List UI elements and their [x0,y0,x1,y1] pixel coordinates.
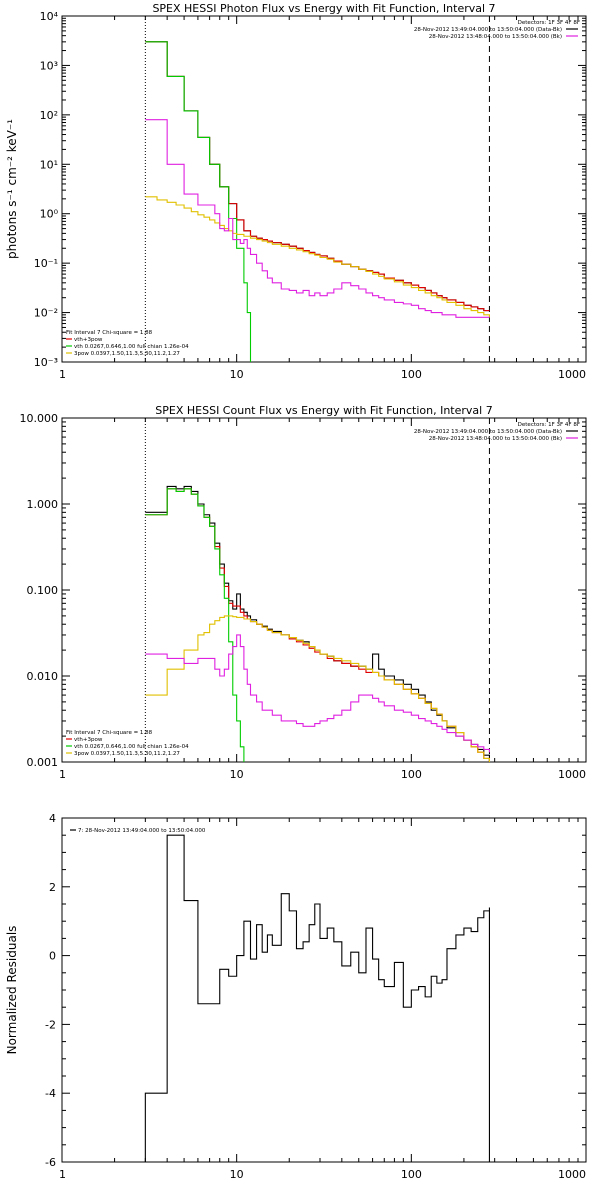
y-tick-label: 0.010 [27,670,59,683]
y-tick-label: 10⁻² [34,307,58,320]
legend-label: 28-Nov-2012 13:48:04.000 to 13:50:04.000… [429,436,562,442]
plot-frame [61,15,587,363]
legend-label: 3pow 0.0397,1.50,11.3,5.30,11.2,1.27 [74,351,180,357]
legend-label: 28-Nov-2012 13:49:04.000 to 13:50:04.000… [414,429,562,435]
series-line-bk [145,119,490,318]
series-line-residuals [144,834,490,1162]
x-tick-label: 1000 [558,1168,586,1181]
legend-label: 3pow 0.0397,1.50,11.3,5.30,11.2,1.27 [74,751,180,757]
x-tick-label: 100 [401,768,422,781]
photon-flux-chart: SPEX HESSI Photon Flux vs Energy with Fi… [5,2,587,381]
y-tick-label: 10⁻³ [34,356,58,369]
y-tick-label: 10² [40,109,58,122]
series-line-3pow [145,196,490,318]
legend-label: vth+3pow [74,337,103,343]
y-tick-label: 0.001 [27,756,59,769]
y-tick-label: 1.000 [27,498,59,511]
legend-header: Fit Interval 7 Chi-square = 1.88 [66,730,153,736]
legend-label: vth 0.0267,0.646,1.00 full chian 1.26e-0… [74,744,189,750]
series-line-vth-3pow [145,41,490,312]
y-axis-label: photons s⁻¹ cm⁻² keV⁻¹ [5,119,19,259]
plot-frame [61,817,587,1163]
y-tick-label: 10³ [40,59,58,72]
y-tick-label: 4 [49,812,56,825]
y-tick-label: 2 [49,881,56,894]
legend-header: Detectors: 1F 3F 4F 8F [518,422,580,428]
y-tick-label: 0 [49,950,56,963]
x-tick-label: 1 [59,768,66,781]
y-tick-label: 10⁻¹ [34,257,58,270]
x-tick-label: 10 [230,768,244,781]
series-line-data-bk [145,41,490,312]
x-tick-label: 1 [59,1168,66,1181]
legend-label: 28-Nov-2012 13:48:04.000 to 13:50:04.000… [429,34,562,40]
residuals-chart: Normalized Residuals 1 10 100 1000 -6 -4 -2 0 2 4 7… [5,812,587,1181]
x-tick-label: 10 [230,1168,244,1181]
legend-label: 28-Nov-2012 13:49:04.000 to 13:50:04.000… [414,27,562,33]
chart-title: SPEX HESSI Count Flux vs Energy with Fit… [155,404,492,417]
legend-header: Detectors: 1F 3F 4F 8F [518,20,580,26]
legend-header: Fit Interval 7 Chi-square = 1.88 [66,330,153,336]
y-tick-label: 10¹ [40,158,58,171]
chart-title: SPEX HESSI Photon Flux vs Energy with Fi… [152,2,495,15]
series-line-vth-3pow [145,488,490,762]
x-tick-label: 1 [59,368,66,381]
y-tick-label: -6 [45,1156,56,1169]
series-line-bk [145,634,490,753]
y-tick-label: 0.100 [27,584,59,597]
x-tick-label: 100 [401,1168,422,1181]
y-tick-label: 10.000 [20,412,59,425]
series-line-vth [145,41,252,362]
series-line-vth [145,488,245,762]
y-axis-label: Normalized Residuals [5,926,19,1055]
legend-label: vth 0.0267,0.646,1.00 full chian 1.26e-0… [74,344,189,350]
y-tick-label: -2 [45,1018,56,1031]
x-tick-label: 1000 [558,368,586,381]
legend-label: vth+3pow [74,737,103,743]
series-line-data-bk [145,485,490,762]
x-tick-label: 1000 [558,768,586,781]
x-tick-label: 10 [230,368,244,381]
y-tick-label: -4 [45,1087,56,1100]
y-tick-label: 10⁰ [40,208,59,221]
plot-frame [61,417,587,763]
count-flux-chart: SPEX HESSI Count Flux vs Energy with Fit… [20,404,587,781]
y-tick-label: 10⁴ [40,10,59,23]
legend-label: 7: 28-Nov-2012 13:49:04.000 to 13:50:04.… [78,828,206,834]
x-tick-label: 100 [401,368,422,381]
series-line-3pow [145,615,490,762]
